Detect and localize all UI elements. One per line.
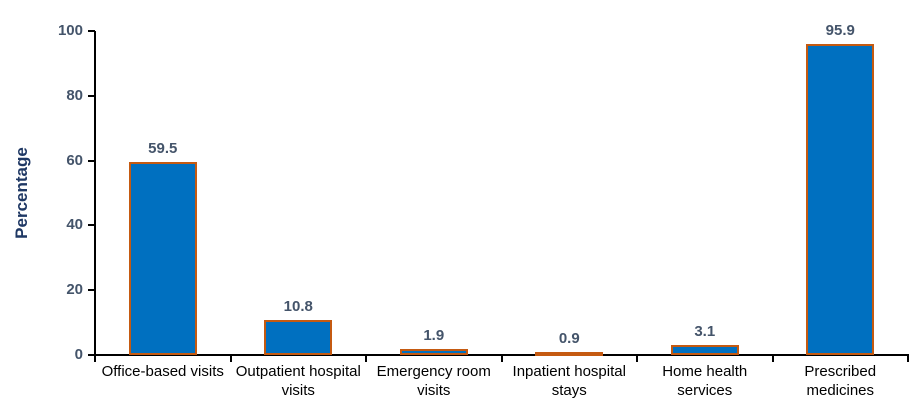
y-tick-label: 20	[66, 281, 83, 299]
y-tick-label: 80	[66, 86, 83, 104]
bar-value-label-inpatient-hospital-stays: 0.9	[558, 330, 580, 347]
y-tick-label: 100	[57, 22, 83, 39]
category-label-emergency-room-visits: Emergency room visits	[376, 363, 491, 399]
bar-value-label-home-health-services: 3.1	[694, 322, 716, 340]
bar-emergency-room-visits	[399, 348, 468, 355]
y-axis-tick	[88, 224, 95, 227]
y-tick-label: 60	[66, 151, 83, 169]
x-axis-tick	[771, 355, 774, 362]
bar-office-based-visits	[128, 162, 197, 355]
x-axis-tick	[636, 355, 638, 362]
bar-outpatient-hospital-visits	[264, 320, 333, 355]
bar-value-label-prescribed-medicines: 95.9	[825, 22, 855, 40]
bar-inpatient-hospital-stays	[535, 352, 604, 356]
y-axis-tick	[88, 159, 95, 162]
y-axis-tick	[88, 354, 95, 356]
bar-prescribed-medicines	[806, 44, 875, 355]
y-axis-tick	[88, 289, 95, 292]
y-axis-line	[94, 31, 96, 356]
bar-value-label-office-based-visits: 59.5	[148, 140, 178, 158]
y-axis-tick	[88, 94, 95, 97]
category-label-outpatient-hospital-visits: Outpatient hospital visits	[235, 363, 361, 399]
y-tick-label: 0	[74, 346, 83, 363]
y-axis-tick	[88, 30, 95, 32]
bar-home-health-services	[670, 344, 739, 355]
category-label-inpatient-hospital-stays: Inpatient hospital stays	[512, 363, 626, 399]
y-axis-title: Percentage	[12, 147, 31, 239]
category-label-prescribed-medicines: Prescribed medicines	[804, 363, 877, 399]
x-axis-tick	[365, 355, 367, 362]
bar-value-label-outpatient-hospital-visits: 10.8	[283, 298, 313, 315]
x-axis-tick	[94, 355, 96, 362]
y-tick-label: 40	[66, 216, 83, 234]
category-label-home-health-services: Home health services	[662, 363, 748, 399]
x-axis-tick	[907, 355, 909, 362]
x-axis-tick	[500, 355, 503, 362]
x-axis-tick	[229, 355, 232, 362]
category-label-office-based-visits: Office-based visits	[101, 363, 224, 380]
bar-value-label-emergency-room-visits: 1.9	[423, 326, 445, 344]
